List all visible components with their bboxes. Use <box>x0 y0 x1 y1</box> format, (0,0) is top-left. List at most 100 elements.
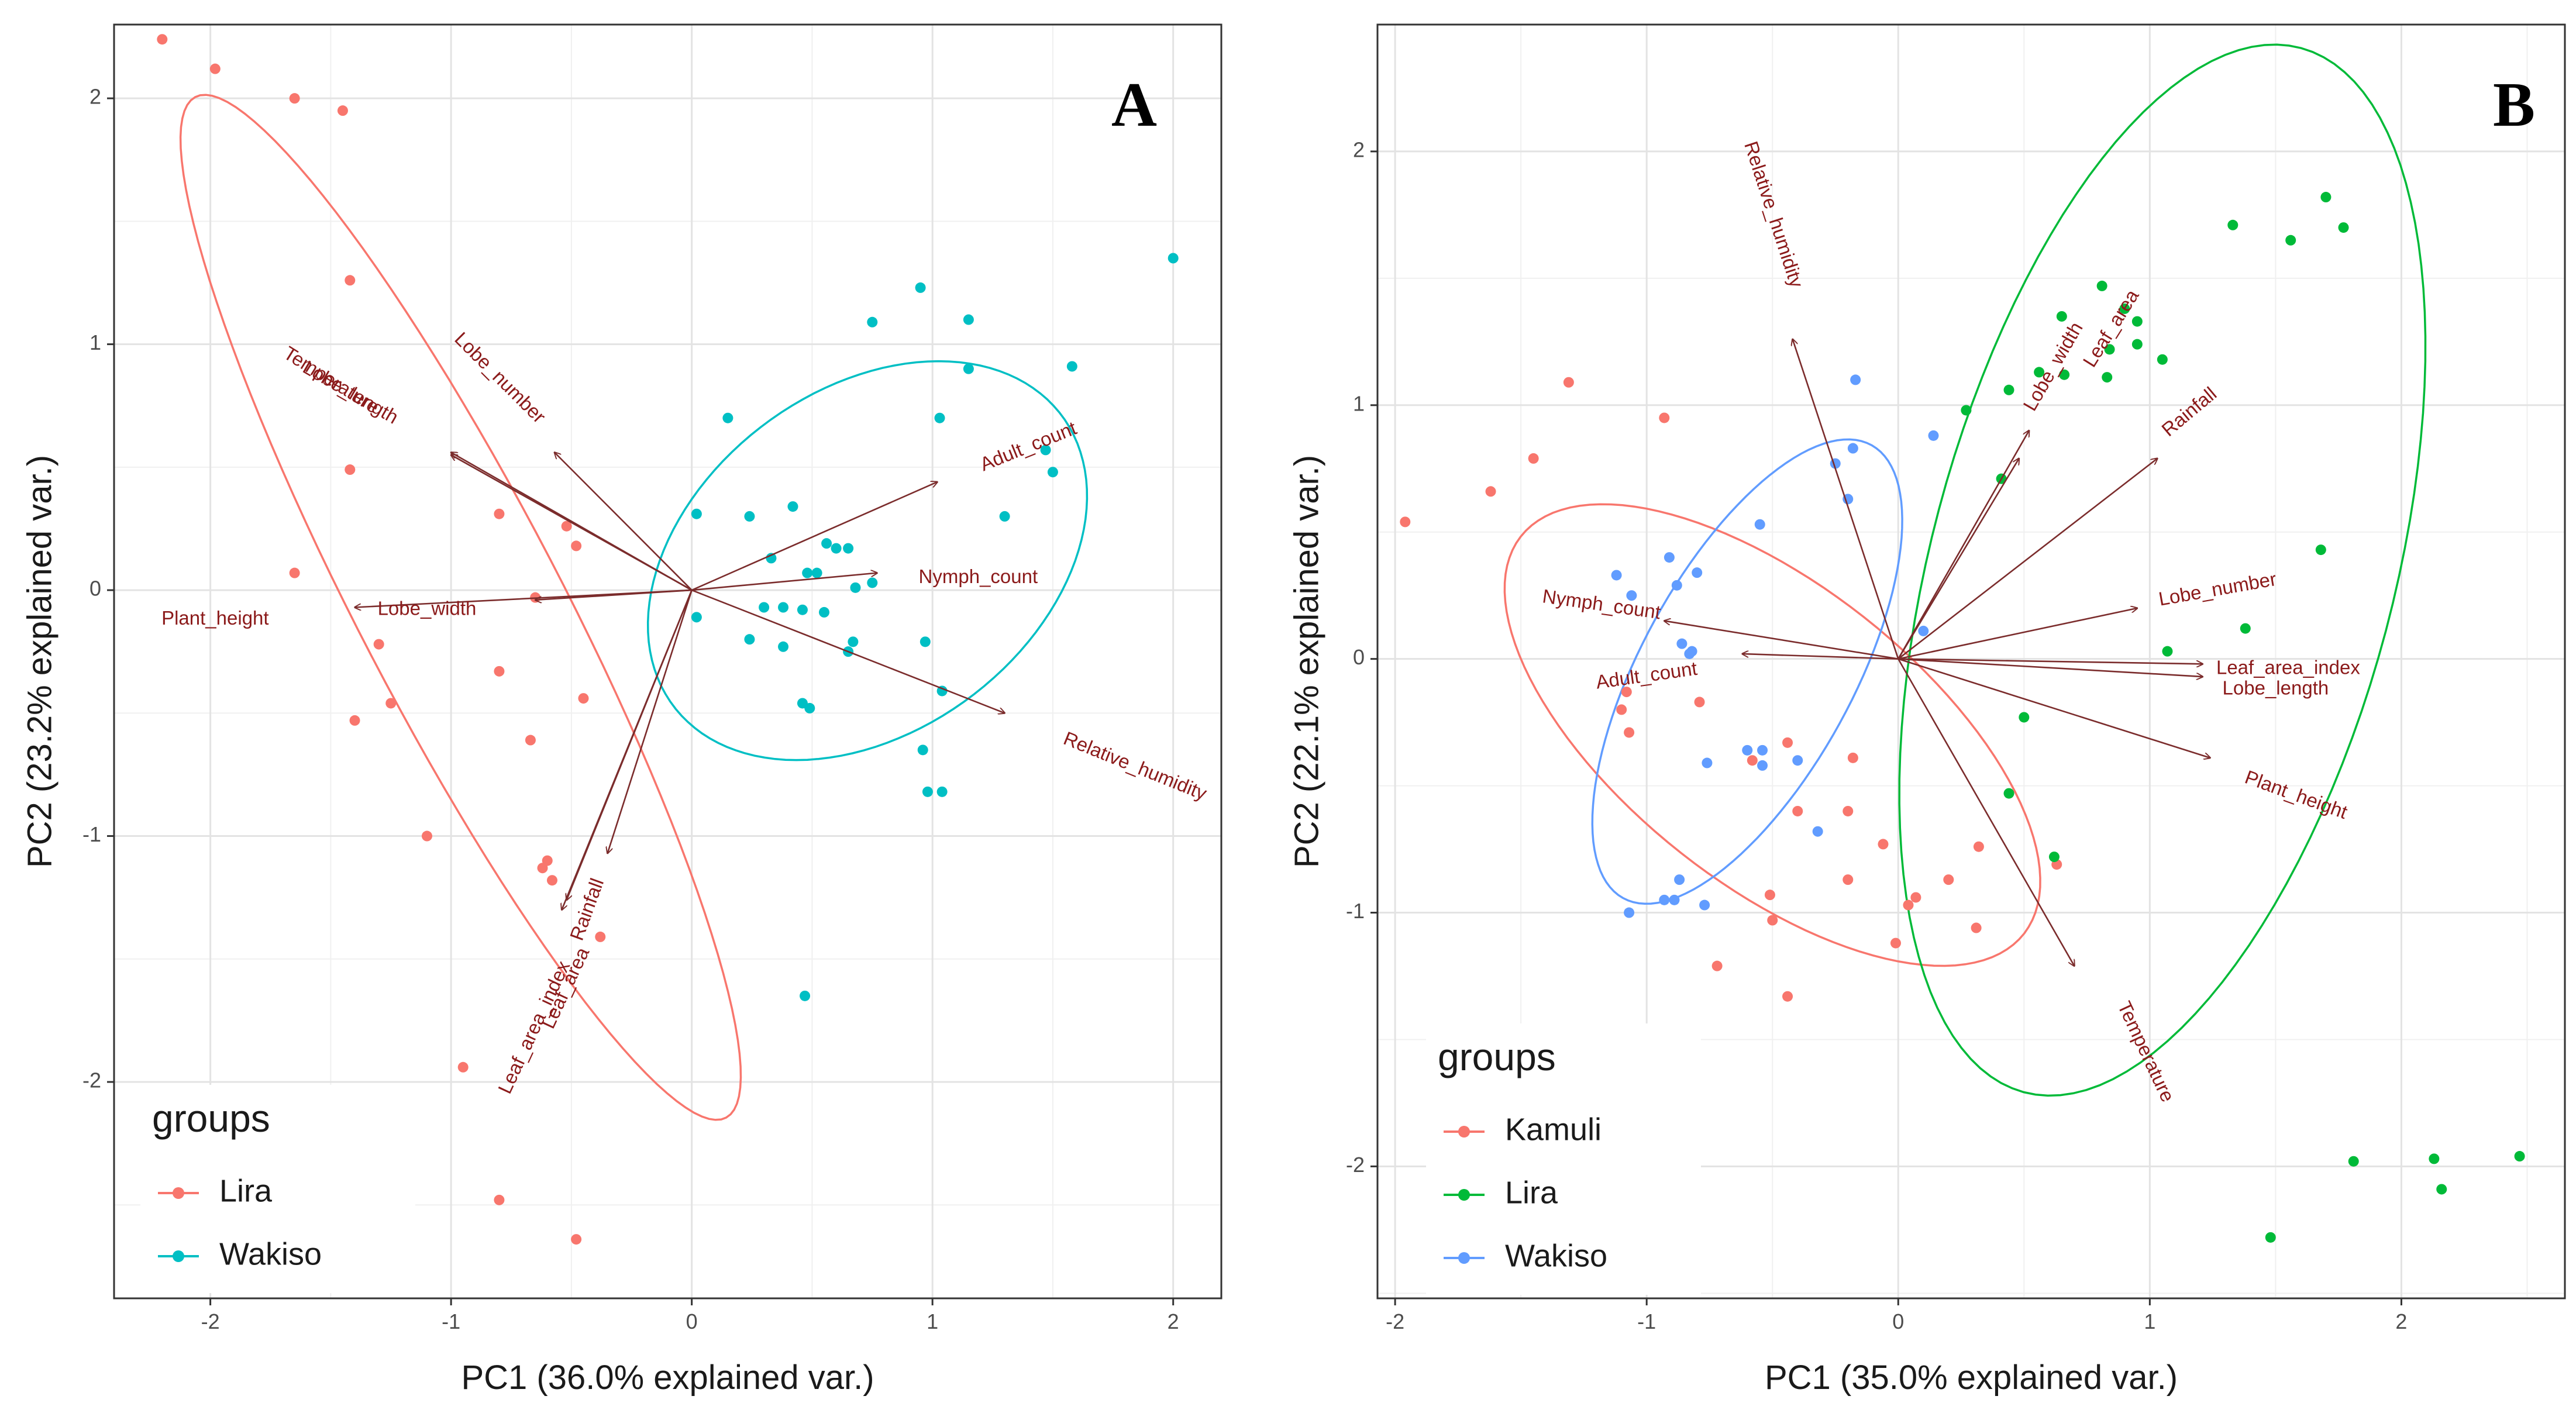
data-point <box>1747 755 1758 766</box>
data-point <box>999 511 1010 522</box>
data-point <box>157 34 168 45</box>
data-point <box>2162 646 2173 657</box>
data-point <box>1621 687 1632 698</box>
legend-key-dot <box>173 1187 184 1199</box>
data-point <box>2019 712 2030 723</box>
data-point <box>2034 367 2045 378</box>
data-point <box>1850 374 1861 385</box>
x-tick-label: -2 <box>1386 1309 1404 1333</box>
data-point <box>963 363 974 374</box>
data-point <box>2320 192 2332 203</box>
data-point <box>1812 826 1823 837</box>
data-point <box>1669 894 1680 905</box>
legend: groups Lira Wakiso <box>140 1085 415 1293</box>
data-point <box>546 875 557 886</box>
x-tick-label: 1 <box>927 1309 938 1333</box>
legend-entry-wakiso: Wakiso <box>1444 1238 1607 1273</box>
data-point <box>1961 405 1972 416</box>
arrow-temperature <box>1897 659 2074 966</box>
y-tick-label: 2 <box>1353 137 1365 161</box>
data-point <box>1674 874 1685 885</box>
y-tick-label: 1 <box>1353 391 1365 415</box>
data-point <box>2157 354 2168 365</box>
data-point <box>691 508 702 519</box>
data-point <box>2285 235 2296 246</box>
arrow-lobe-number <box>1898 608 2137 660</box>
data-point <box>1782 737 1793 748</box>
data-point <box>1066 361 1077 372</box>
data-point <box>867 577 878 588</box>
data-point <box>722 412 733 423</box>
data-point <box>2240 623 2251 634</box>
data-point <box>915 282 926 293</box>
data-point <box>759 602 770 613</box>
data-point <box>934 412 945 423</box>
arrow-lobe-width <box>535 589 692 600</box>
data-point <box>1843 805 1854 816</box>
data-point <box>1047 467 1058 478</box>
data-point <box>1764 890 1775 901</box>
axis-ticks: -2 -1 0 1 2 -2 -1 0 1 2 <box>82 85 1179 1333</box>
data-point <box>2131 339 2143 350</box>
loading-label-nymph-count: Nymph_count <box>919 566 1038 587</box>
arrow-nymph-count <box>1664 621 1899 660</box>
data-point <box>2119 303 2130 314</box>
x-tick-label: -2 <box>201 1309 220 1333</box>
data-point <box>800 990 811 1001</box>
loading-label-leaf-area-index: Leaf_area_index <box>2216 657 2360 678</box>
arrow-adult-count <box>1742 654 1899 660</box>
legend-label: Lira <box>1505 1175 1558 1210</box>
data-point <box>1699 899 1710 911</box>
legend-label: Lira <box>219 1173 273 1208</box>
data-point <box>2059 369 2070 380</box>
data-point <box>821 538 832 549</box>
data-point <box>1847 752 1858 763</box>
data-point <box>2227 219 2238 230</box>
legend-label: Wakiso <box>219 1236 322 1271</box>
y-tick-label: -1 <box>82 822 101 846</box>
y-axis-title: PC2 (22.1% explained var.) <box>1287 455 1325 868</box>
x-tick-label: 0 <box>686 1309 698 1333</box>
data-point <box>1676 638 1688 649</box>
data-point <box>209 63 221 74</box>
data-point <box>919 636 931 647</box>
series-wakiso <box>1611 374 1939 918</box>
axis-ticks: -2 -1 0 1 2 -2 -1 0 1 2 <box>1346 137 2407 1333</box>
data-point <box>804 702 815 714</box>
data-point <box>1168 253 1179 264</box>
data-point <box>936 786 948 797</box>
arrow-rainfall <box>608 590 693 853</box>
data-point <box>1757 760 1768 771</box>
data-point <box>385 698 397 709</box>
data-point <box>843 543 854 554</box>
data-point <box>1792 805 1803 816</box>
arrow-lobe-length <box>451 455 693 591</box>
ellipse-wakiso <box>646 360 1089 761</box>
data-point <box>936 685 948 697</box>
data-point <box>2003 384 2014 395</box>
data-point <box>2096 280 2107 291</box>
data-point <box>963 314 974 325</box>
arrow-relative-humidity <box>1793 339 1899 660</box>
data-point <box>494 666 505 677</box>
data-point <box>571 540 582 552</box>
plot-border <box>113 23 1222 1300</box>
data-point <box>2436 1184 2447 1195</box>
x-tick-label: 1 <box>2144 1309 2155 1333</box>
data-point <box>867 316 878 328</box>
data-point <box>373 639 384 650</box>
legend-entry-lira: Lira <box>158 1173 273 1208</box>
data-point <box>811 567 822 578</box>
data-point <box>848 636 859 647</box>
data-point <box>457 1061 469 1073</box>
data-point <box>1485 486 1496 497</box>
data-point <box>2131 316 2143 327</box>
data-point <box>1754 519 1765 530</box>
data-point <box>1611 570 1622 581</box>
data-point <box>2104 344 2115 355</box>
loading-label-plant-height: Plant_height <box>161 607 268 629</box>
series-wakiso <box>691 253 1179 1001</box>
arrow-relative-humidity <box>691 589 1005 713</box>
data-point <box>1671 580 1682 591</box>
data-point <box>289 93 300 104</box>
